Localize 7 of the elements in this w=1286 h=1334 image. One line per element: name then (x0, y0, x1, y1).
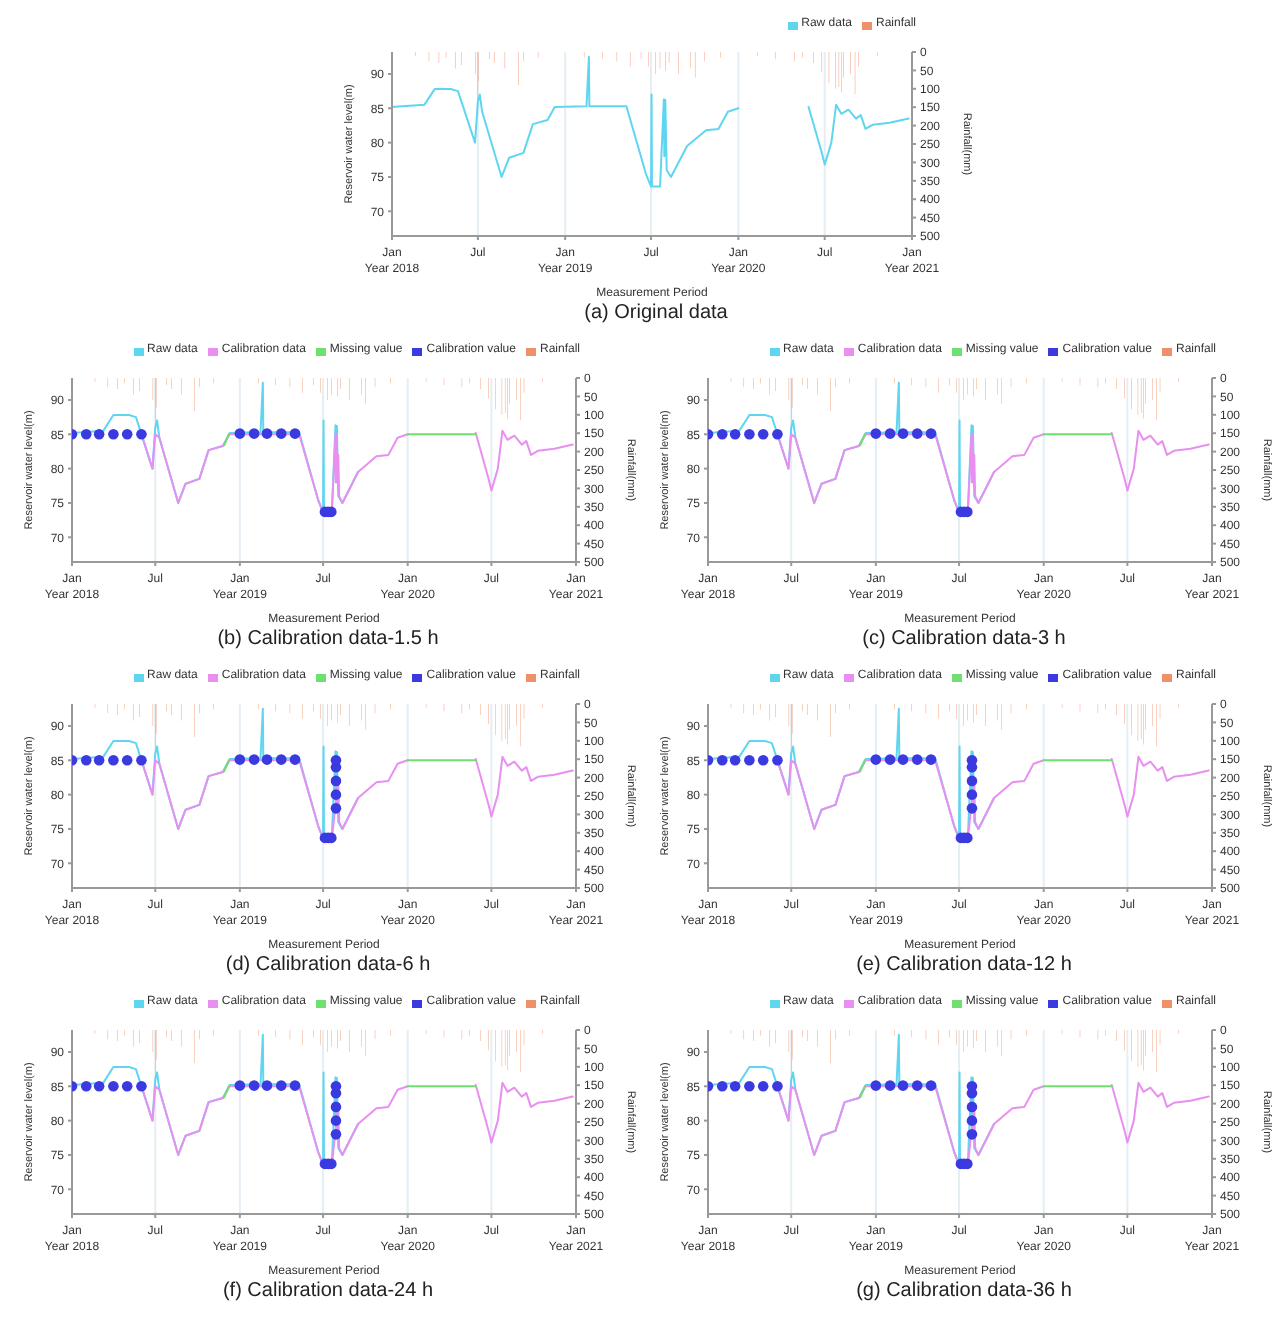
text: (b) Calibration data-1.5 h (215, 628, 441, 650)
text: (g) Calibration data-36 h (854, 1280, 1074, 1302)
text: (f) Calibration data-24 h (220, 1280, 436, 1302)
text: (c) Calibration data-3 h (860, 628, 1068, 650)
text: (e) Calibration data-12 h (854, 954, 1074, 976)
text: (a) Original data (582, 302, 730, 324)
text: (d) Calibration data-6 h (223, 954, 433, 976)
